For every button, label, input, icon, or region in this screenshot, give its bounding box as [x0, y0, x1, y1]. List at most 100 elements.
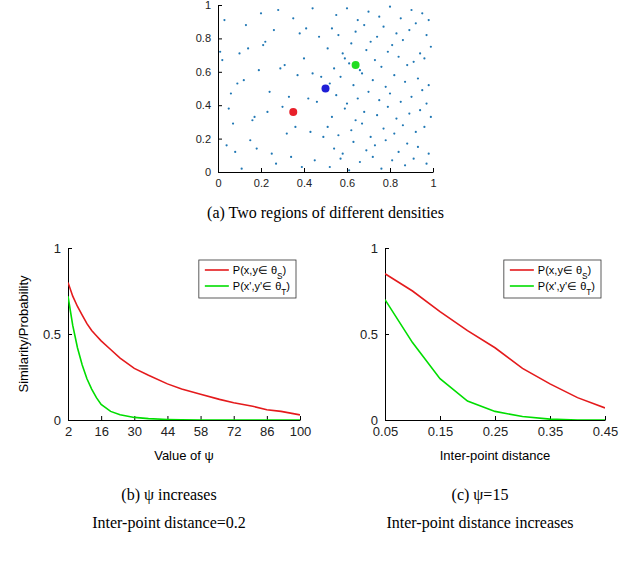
scatter-point [361, 122, 363, 124]
scatter-point [309, 131, 311, 133]
tick: 0.15 [428, 416, 453, 439]
scatter-point [372, 156, 374, 158]
scatter-point [380, 66, 382, 68]
tick: 0.4 [196, 99, 222, 111]
scatter-point [387, 51, 389, 53]
scatter-point [363, 111, 365, 113]
scatter-point [327, 47, 329, 49]
scatter-point [387, 106, 389, 108]
tick-label: 44 [161, 424, 175, 439]
scatter-point [337, 34, 339, 36]
scatter-point [273, 29, 275, 31]
scatter-point [350, 42, 352, 44]
tick: 16 [94, 416, 108, 439]
tick-mark [218, 5, 222, 6]
scatter-point [408, 112, 410, 114]
scatter-point [355, 31, 357, 33]
legend-label: P(x,y∈ θS) [538, 264, 591, 281]
tick-mark [495, 416, 496, 420]
scatter-point [398, 56, 400, 58]
scatter-point [404, 81, 406, 83]
scatter-point [423, 57, 425, 59]
scatter-point [221, 59, 223, 61]
legend-box [199, 260, 296, 298]
tick: 0 [371, 413, 389, 428]
tick-label: 0 [54, 413, 61, 428]
tick: 0.5 [360, 327, 389, 342]
scatter-point [322, 136, 324, 138]
scatter-point [339, 158, 341, 160]
scatter-point [382, 26, 384, 28]
tick-label: 30 [128, 424, 142, 439]
scatter-point [430, 46, 432, 48]
scatter-point [417, 77, 419, 79]
scatter-point [296, 74, 298, 76]
scatter-point [372, 79, 374, 81]
tick: 0.2 [196, 133, 222, 145]
highlight-point [322, 85, 330, 93]
scatter-point [380, 168, 382, 170]
tick: 1 [205, 0, 222, 11]
tick-mark [300, 416, 301, 420]
tick: 0.4 [297, 168, 312, 189]
tick-label: 0.2 [196, 133, 211, 145]
scatter-point [301, 166, 303, 168]
tick-mark [385, 420, 389, 421]
scatter-point [378, 99, 380, 101]
caption: (c) ψ=15 [452, 486, 509, 504]
scatter-point [413, 158, 415, 160]
tick-label: 1 [371, 241, 378, 256]
scatter-point [312, 72, 314, 74]
scatter-point [262, 44, 264, 46]
scatter-point [245, 24, 247, 26]
scatter-point [352, 84, 354, 86]
scatter-point [395, 32, 397, 34]
tick-mark [218, 72, 222, 73]
scatter-point [314, 159, 316, 161]
scatter-point [389, 6, 391, 8]
highlight-point [352, 61, 360, 69]
tick: 0 [205, 166, 222, 178]
scatter-point [376, 36, 378, 38]
tick-label: 1 [430, 177, 436, 189]
tick-mark [440, 416, 441, 420]
scatter-point [391, 159, 393, 161]
scatter-point [359, 69, 361, 71]
scatter-point [402, 39, 404, 41]
scatter-point [260, 12, 262, 14]
scatter-point [307, 97, 309, 99]
scatter-point [357, 97, 359, 99]
tick-label: 0.6 [196, 66, 211, 78]
scatter-point [299, 32, 301, 34]
scatter-point [363, 24, 365, 26]
panel: 00.20.40.60.8100.20.40.60.81 [196, 0, 437, 189]
scatter-point [367, 11, 369, 13]
tick-mark [390, 168, 391, 172]
tick-label: 0.8 [383, 177, 398, 189]
scatter-point [346, 102, 348, 104]
tick: 0.6 [196, 66, 222, 78]
tick-label: 0 [215, 177, 221, 189]
legend-label: P(x',y'∈ θT) [233, 280, 290, 297]
scatter-point [333, 148, 335, 150]
scatter-point [428, 19, 430, 21]
scatter-point [352, 141, 354, 143]
scatter-point [417, 146, 419, 148]
scatter-point [219, 51, 221, 53]
tick-label: 0.4 [196, 99, 211, 111]
scatter-point [284, 64, 286, 66]
tick-mark [68, 334, 72, 335]
tick: 0.6 [340, 168, 355, 189]
scatter-point [327, 126, 329, 128]
line [68, 296, 300, 420]
scatter-point [335, 14, 337, 16]
scatter-point [382, 127, 384, 129]
legend-swatch [510, 269, 534, 271]
tick-mark [433, 168, 434, 172]
legend: P(x,y∈ θS)P(x',y'∈ θT) [199, 260, 296, 298]
scatter-point [342, 153, 344, 155]
scatter-point [339, 76, 341, 78]
scatter-point [428, 84, 430, 86]
scatter-point [249, 139, 251, 141]
tick-mark [68, 420, 72, 421]
